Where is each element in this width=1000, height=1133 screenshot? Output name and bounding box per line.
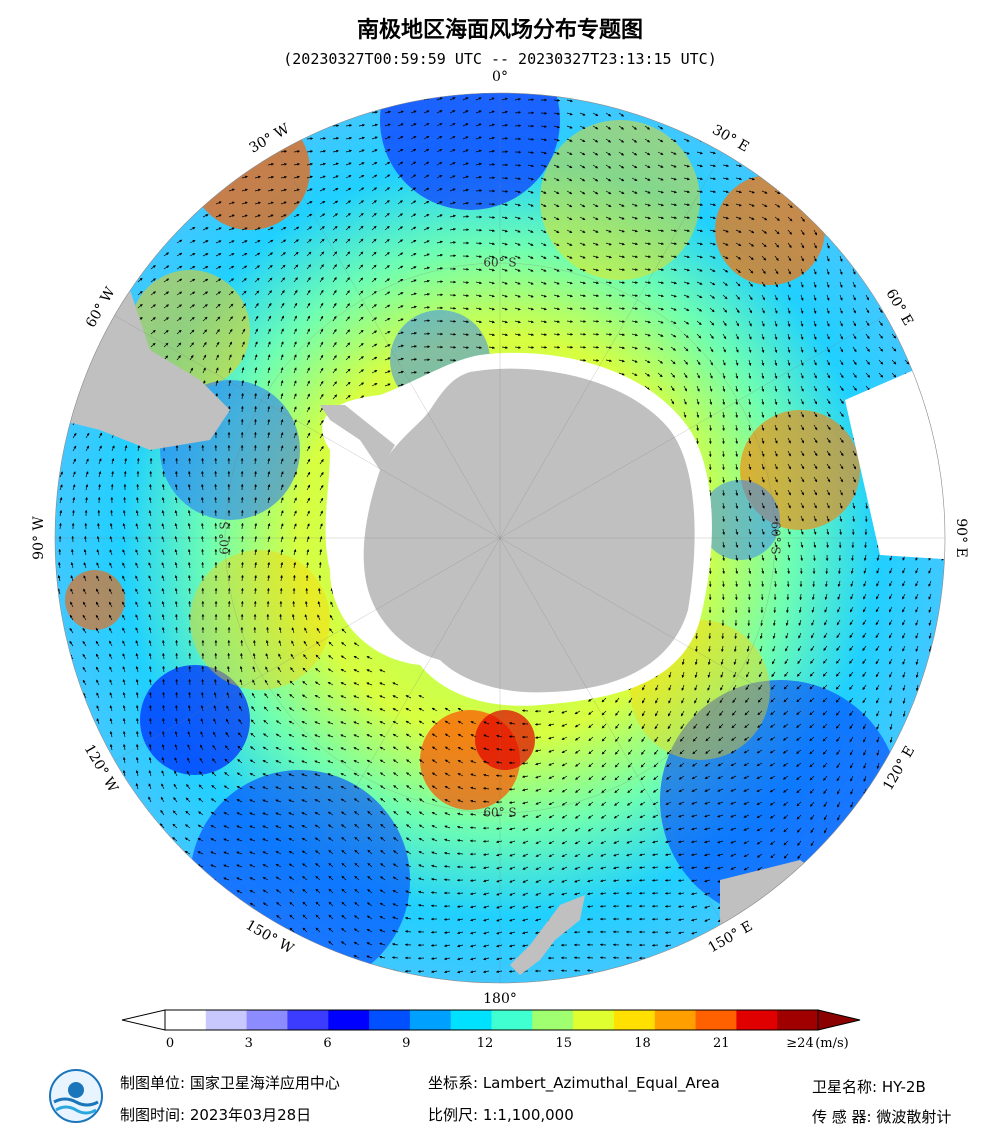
colorbar-tick-label: 9 [402, 1036, 411, 1051]
date-label: 制图时间: 2023年03月28日 [120, 1106, 312, 1124]
lon-label: 180° [483, 991, 517, 1007]
colorbar-tick-label: 0 [165, 1036, 175, 1051]
colorbar-swatch [695, 1010, 737, 1030]
graticule [55, 93, 945, 983]
colorbar-tick-label: 18 [634, 1036, 651, 1051]
lat-label: 60° S [769, 521, 783, 554]
colorbar-swatch [165, 1010, 207, 1030]
latitude-labels: 60° S 60° S 60° S 60° S [218, 256, 783, 820]
map-title: 南极地区海面风场分布专题图 [356, 18, 643, 43]
colorbar-swatch [450, 1010, 493, 1030]
nsoas-logo [49, 1069, 103, 1123]
colorbar-tick-label: 21 [712, 1036, 730, 1051]
scale-label: 比例尺: 1:1,100,000 [428, 1106, 574, 1124]
crs-label: 坐标系: Lambert_Azimuthal_Equal_Area [428, 1074, 720, 1092]
lon-label: 90° E [953, 518, 969, 557]
land-new-zealand [510, 895, 585, 975]
colorbar-swatch [328, 1010, 370, 1030]
colorbar-tick-label: 12 [476, 1036, 494, 1051]
colorbar-swatch [736, 1010, 778, 1030]
colorbar-swatch [369, 1010, 411, 1030]
lat-label: 60° S [218, 521, 232, 554]
colorbar-max-triangle [817, 1009, 861, 1031]
lat-label: 60° S [483, 256, 516, 270]
lon-label: 90° W [31, 516, 47, 560]
colorbar-unit: (m/s) [815, 1036, 849, 1051]
colorbar-swatch [246, 1010, 288, 1030]
colorbar-tick-label: 3 [244, 1036, 253, 1051]
colorbar-swatch [532, 1010, 574, 1030]
time-range-subtitle: (20230327T00:59:59 UTC -- 20230327T23:13… [283, 50, 717, 68]
sensor-label: 传 感 器: 微波散射计 [812, 1108, 952, 1126]
colorbar-swatch [573, 1010, 615, 1030]
org-label: 制图单位: 国家卫星海洋应用中心 [120, 1074, 340, 1092]
lat-label: 60° S [483, 806, 516, 820]
colorbar-swatch [613, 1010, 656, 1030]
colorbar-swatch [205, 1010, 248, 1030]
colorbar-swatch [409, 1010, 452, 1030]
antarctica-continent [363, 368, 695, 693]
colorbar-tick-label: 15 [555, 1036, 573, 1051]
colorbar-swatch [491, 1010, 533, 1030]
satellite-label: 卫星名称: HY-2B [812, 1078, 926, 1096]
lon-label: 0° [492, 69, 508, 85]
colorbar-min-triangle [121, 1009, 166, 1031]
colorbar-tick-label: ≥24 [786, 1036, 814, 1051]
land-australia [720, 860, 860, 960]
colorbar-swatch [287, 1010, 329, 1030]
antarctic-peninsula [320, 405, 395, 470]
colorbar-swatch [777, 1010, 819, 1030]
colorbar-swatch [654, 1010, 697, 1030]
colorbar-tick-label: 6 [323, 1036, 332, 1051]
colorbar [121, 1009, 861, 1031]
